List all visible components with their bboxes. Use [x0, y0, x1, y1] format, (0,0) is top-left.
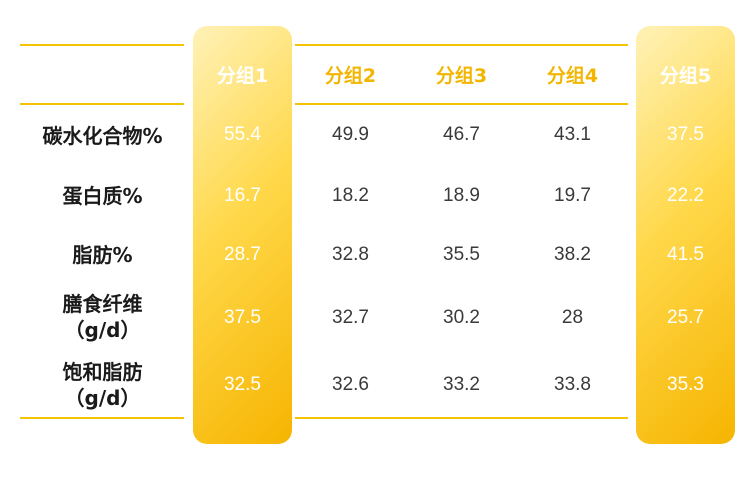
- data-cell: 32.8: [332, 244, 369, 265]
- highlight-column-group-5: [636, 26, 735, 444]
- column-header-group-5: 分组5: [659, 65, 712, 87]
- data-cell: 18.2: [332, 185, 369, 206]
- data-cell: 19.7: [554, 185, 591, 206]
- bottom-rule-left: [20, 417, 184, 419]
- row-label-dietary-fiber: 膳食纤维 （g/d）: [20, 291, 185, 343]
- row-label-carbohydrate: 碳水化合物%: [20, 123, 185, 149]
- data-cell: 28.7: [224, 244, 261, 265]
- row-label-saturated-fat: 饱和脂肪 （g/d）: [20, 359, 185, 411]
- data-cell: 16.7: [224, 185, 261, 206]
- row-label-line: 碳水化合物%: [42, 124, 163, 148]
- data-cell: 35.5: [443, 244, 480, 265]
- data-cell: 46.7: [443, 124, 480, 145]
- row-label-protein: 蛋白质%: [20, 183, 185, 209]
- data-cell: 38.2: [554, 244, 591, 265]
- row-label-unit: （g/d）: [64, 386, 141, 410]
- data-cell: 55.4: [224, 124, 261, 145]
- data-cell: 28: [561, 307, 584, 328]
- highlight-column-group-1: [193, 26, 292, 444]
- data-cell: 32.5: [224, 374, 261, 395]
- column-header-group-1: 分组1: [216, 65, 269, 87]
- data-cell: 18.9: [443, 185, 480, 206]
- column-header-group-3: 分组3: [435, 65, 488, 87]
- data-cell: 41.5: [667, 244, 704, 265]
- header-rule-left: [20, 103, 184, 105]
- row-label-line: 蛋白质%: [62, 184, 143, 208]
- data-cell: 33.8: [554, 374, 591, 395]
- data-cell: 37.5: [667, 124, 704, 145]
- row-label-fat: 脂肪%: [20, 242, 185, 268]
- row-label-unit: （g/d）: [64, 318, 141, 342]
- data-cell: 49.9: [332, 124, 369, 145]
- bottom-rule-middle: [295, 417, 628, 419]
- column-header-group-4: 分组4: [546, 65, 599, 87]
- data-cell: 32.7: [332, 307, 369, 328]
- data-cell: 35.3: [667, 374, 704, 395]
- top-rule-left: [20, 44, 184, 46]
- row-label-line: 饱和脂肪: [62, 360, 143, 384]
- data-cell: 22.2: [667, 185, 704, 206]
- data-cell: 43.1: [554, 124, 591, 145]
- data-cell: 37.5: [224, 307, 261, 328]
- row-label-line: 膳食纤维: [62, 292, 143, 316]
- data-cell: 25.7: [667, 307, 704, 328]
- data-cell: 30.2: [443, 307, 480, 328]
- top-rule-middle: [295, 44, 628, 46]
- header-rule-middle: [295, 103, 628, 105]
- row-label-line: 脂肪%: [72, 243, 133, 267]
- data-cell: 32.6: [332, 374, 369, 395]
- column-header-group-2: 分组2: [324, 65, 377, 87]
- data-cell: 33.2: [443, 374, 480, 395]
